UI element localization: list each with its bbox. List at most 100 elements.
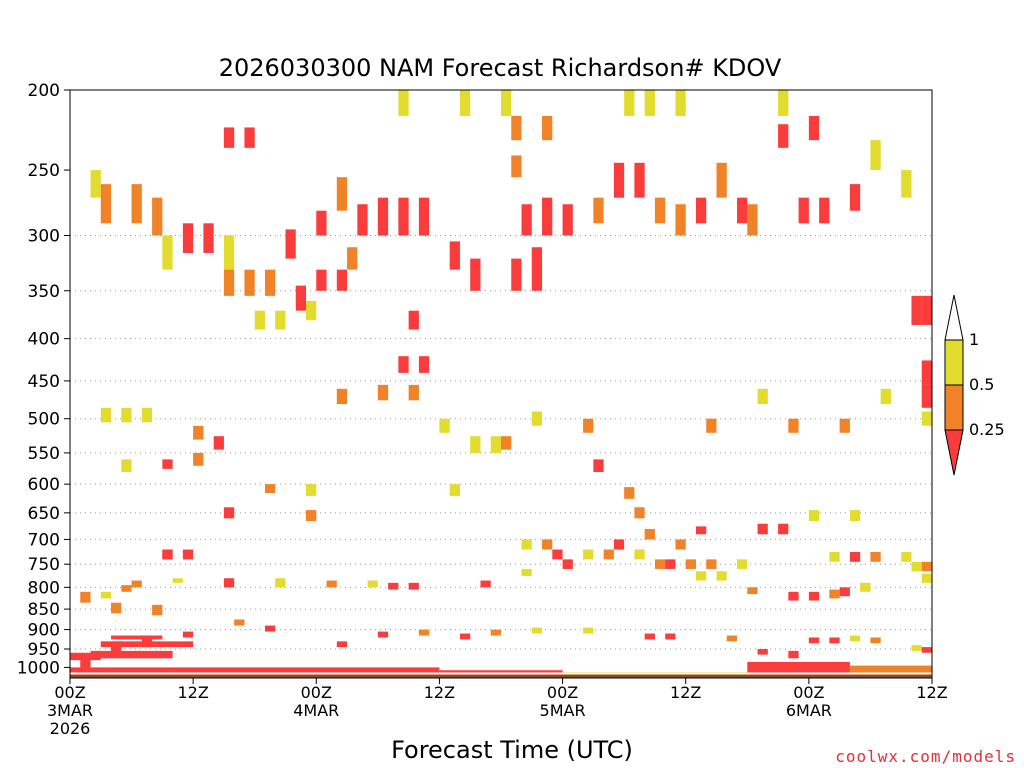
heatmap-cell: [675, 204, 686, 236]
heatmap-cell: [152, 197, 163, 236]
heatmap-cell: [490, 436, 501, 453]
heatmap-cell: [778, 124, 789, 148]
band-cell: [70, 667, 440, 675]
heatmap-cell: [644, 633, 655, 640]
xtick-label: 3MAR: [47, 701, 93, 720]
credit-link[interactable]: coolwx.com/models: [835, 747, 1016, 766]
heatmap-cell: [531, 627, 543, 634]
heatmap-cell: [121, 407, 132, 423]
heatmap-cell: [295, 285, 307, 311]
heatmap-cell: [162, 235, 173, 270]
xtick-label: 00Z: [793, 683, 824, 702]
ytick-label: 200: [28, 81, 60, 101]
heatmap-cell: [511, 155, 522, 178]
heatmap-cell: [306, 300, 317, 321]
heatmap-cell: [223, 507, 235, 519]
heatmap-cell: [921, 360, 932, 385]
heatmap-cell: [521, 539, 532, 550]
heatmap-cell: [131, 184, 142, 224]
heatmap-cell: [511, 258, 522, 291]
xtick-label: 5MAR: [540, 701, 586, 720]
heatmap-cell: [624, 487, 635, 499]
heatmap-cell: [501, 90, 512, 116]
ytick-label: 250: [28, 161, 60, 181]
heatmap-cell: [695, 571, 707, 581]
heatmap-cell: [285, 229, 296, 259]
heatmap-cell: [398, 90, 409, 116]
heatmap-cell: [726, 635, 738, 642]
heatmap-cell: [757, 388, 768, 405]
heatmap-cell: [921, 573, 932, 583]
heatmap-cell: [336, 177, 348, 211]
ytick-label: 750: [28, 555, 60, 575]
legend-label: 0.25: [969, 420, 1005, 439]
legend-bottom-arrow: [944, 429, 964, 476]
xtick-label: 12Z: [424, 683, 455, 702]
heatmap-cell: [377, 631, 389, 638]
heatmap-cell: [685, 559, 696, 569]
ytick-label: 300: [28, 226, 60, 246]
heatmap-cell: [911, 561, 922, 572]
heatmap-cell: [562, 204, 573, 236]
heatmap-cell: [275, 578, 286, 588]
heatmap-cell: [911, 295, 922, 325]
heatmap-cell: [531, 411, 543, 426]
heatmap-cell: [757, 648, 768, 655]
heatmap-cell: [829, 637, 840, 644]
heatmap-cell: [921, 411, 932, 426]
heatmap-cell: [716, 571, 727, 581]
band-cell: [111, 635, 163, 640]
xtick-label: 00Z: [547, 683, 578, 702]
heatmap-cell: [675, 539, 686, 550]
ytick-label: 400: [28, 330, 60, 350]
xtick-label: 2026: [50, 719, 91, 738]
heatmap-cell: [408, 384, 419, 401]
ytick-label: 700: [28, 530, 60, 550]
heatmap-cell: [223, 578, 235, 588]
heatmap-cell: [357, 204, 368, 236]
ground-fill: [70, 674, 932, 678]
heatmap-cell: [316, 210, 327, 236]
heatmap-cell: [162, 459, 173, 469]
heatmap-cell: [819, 197, 830, 224]
heatmap-cell: [531, 247, 543, 291]
heatmap-cell: [100, 591, 112, 599]
heatmap-cell: [347, 247, 358, 270]
heatmap-cell: [747, 204, 758, 236]
heatmap-cell: [716, 162, 727, 198]
heatmap-cell: [100, 184, 112, 224]
heatmap-cell: [141, 407, 153, 423]
heatmap-cell: [634, 162, 645, 198]
shear-bands: [70, 635, 932, 675]
heatmap-cells: [80, 90, 932, 669]
heatmap-cell: [808, 510, 820, 522]
heatmap-cell: [511, 115, 522, 141]
heatmap-cell: [439, 418, 450, 433]
xtick-label: 12Z: [670, 683, 701, 702]
heatmap-cell: [182, 631, 194, 638]
legend-swatch-yellow: [944, 339, 964, 386]
heatmap-cell: [613, 539, 625, 550]
heatmap-cell: [182, 223, 194, 253]
heatmap-cell: [849, 635, 861, 642]
heatmap-cell: [849, 184, 861, 211]
heatmap-cell: [367, 580, 378, 588]
heatmap-cell: [593, 459, 604, 472]
heatmap-cell: [377, 384, 389, 401]
heatmap-cell: [418, 356, 430, 373]
heatmap-cell: [737, 197, 748, 224]
heatmap-cell: [798, 197, 809, 224]
heatmap-cell: [808, 591, 820, 601]
heatmap-cell: [542, 197, 553, 236]
band-cell: [849, 665, 932, 675]
heatmap-cell: [552, 549, 563, 560]
heatmap-cell: [172, 578, 183, 583]
heatmap-cell: [306, 510, 317, 522]
heatmap-cell: [654, 197, 666, 224]
heatmap-cell: [121, 459, 132, 472]
ytick-label: 650: [28, 504, 60, 524]
heatmap-cell: [90, 170, 101, 198]
xtick-label: 6MAR: [786, 701, 832, 720]
heatmap-cell: [860, 582, 871, 592]
